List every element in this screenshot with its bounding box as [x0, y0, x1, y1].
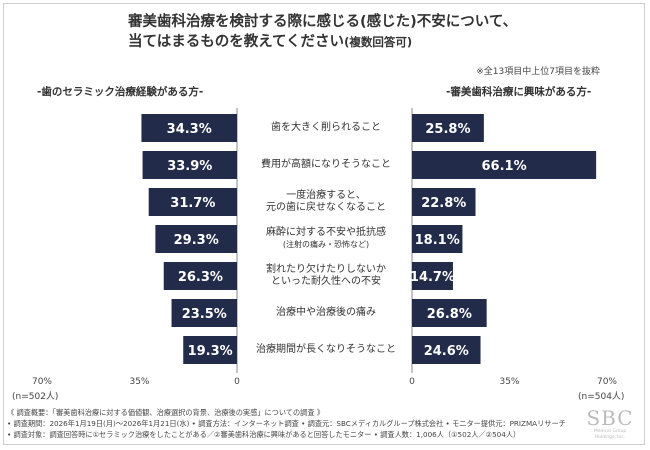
chart-frame: [3, 3, 645, 445]
category-label-1: 歯を大きく削られること: [271, 122, 381, 133]
right-bar-3: [412, 188, 476, 216]
left-value-label-3: 31.7%: [170, 196, 215, 211]
right-value-label-5: 14.7%: [410, 270, 455, 285]
sbc-logo: SBC Medical Group Holdings, Inc.: [585, 407, 635, 441]
left-bar-5: [163, 262, 237, 290]
left-n-label: (n=502人): [12, 392, 59, 402]
chart-title: 審美歯科治療を検討する際に感じる(感じた)不安について、 当てはまるものを教えて…: [128, 12, 517, 52]
left-tick-0: 0: [234, 377, 240, 387]
logo-mark: SBC: [586, 406, 634, 430]
left-group-heading: -歯のセラミック治療経験がある方-: [37, 86, 204, 98]
footer-line-3: • 調査対象：調査回答時に①セラミック治療をしたことがある／②審美歯科治療に興味…: [7, 430, 521, 439]
category-label-5: 割れたり欠けたりしないか といった耐久性への不安: [266, 264, 386, 287]
right-bar-2: [412, 151, 597, 179]
survey-footer: 《 調査概要：「審美歯科治療に対する価値観、治療選択の背景、治療後の実感」につい…: [7, 407, 566, 440]
left-value-label-4: 29.3%: [174, 233, 219, 248]
selection-note: ※全13項目中上位7項目を抜粋: [476, 67, 600, 77]
right-group-heading: -審美歯科治療に興味がある方-: [446, 86, 592, 98]
right-tick-70: 70%: [596, 377, 617, 387]
left-bar-1: [141, 114, 237, 142]
left-bar-3: [148, 188, 237, 216]
right-tick-35: 35%: [499, 377, 520, 387]
category-label-4: 麻酔に対する不安や抵抗感 (注射の痛み・恐怖など): [266, 227, 386, 249]
right-bar-7: [412, 336, 481, 364]
left-value-label-6: 23.5%: [182, 307, 227, 322]
right-value-label-3: 22.8%: [421, 196, 466, 211]
right-n-label: (n=504人): [578, 392, 625, 402]
right-bar-4: [412, 225, 463, 253]
right-value-label-6: 26.8%: [427, 307, 472, 322]
category-label-2: 費用が高額になりそうなこと: [261, 159, 391, 170]
left-value-label-2: 33.9%: [167, 159, 212, 174]
right-value-label-7: 24.6%: [424, 344, 469, 359]
right-bar-6: [412, 299, 487, 327]
right-value-label-2: 66.1%: [482, 159, 527, 174]
right-tick-0: 0: [409, 377, 415, 387]
left-bar-2: [142, 151, 237, 179]
left-tick-35: 35%: [129, 377, 150, 387]
footer-line-2: • 調査期間：2026年1月19日(月)〜2026年1月21日(水) • 調査方…: [7, 419, 566, 428]
left-value-label-7: 19.3%: [188, 344, 233, 359]
right-bar-1: [412, 114, 484, 142]
category-label-7: 治療期間が長くなりそうなこと: [256, 344, 396, 355]
left-bar-7: [183, 336, 237, 364]
category-label-3: 一度治療すると、 元の歯に戻せなくなること: [266, 190, 386, 213]
left-value-label-1: 34.3%: [167, 122, 212, 137]
left-value-label-5: 26.3%: [178, 270, 223, 285]
left-bar-6: [171, 299, 237, 327]
category-label-6: 治療中や治療後の痛み: [276, 307, 376, 318]
logo-subtext: Medical Group Holdings, Inc.: [593, 429, 627, 440]
footer-line-1: 《 調査概要：「審美歯科治療に対する価値観、治療選択の背景、治療後の実感」につい…: [7, 408, 325, 417]
left-tick-70: 70%: [31, 377, 52, 387]
title-suffix: (複数回答可): [344, 35, 413, 49]
title-line-2: 当てはまるものを教えてください(複数回答可): [128, 34, 413, 50]
left-bar-4: [155, 225, 237, 253]
title-line-1: 審美歯科治療を検討する際に感じる(感じた)不安について、: [128, 14, 518, 30]
right-value-label-1: 25.8%: [425, 122, 470, 137]
right-value-label-4: 18.1%: [415, 233, 460, 248]
right-bar-5: [412, 262, 453, 290]
